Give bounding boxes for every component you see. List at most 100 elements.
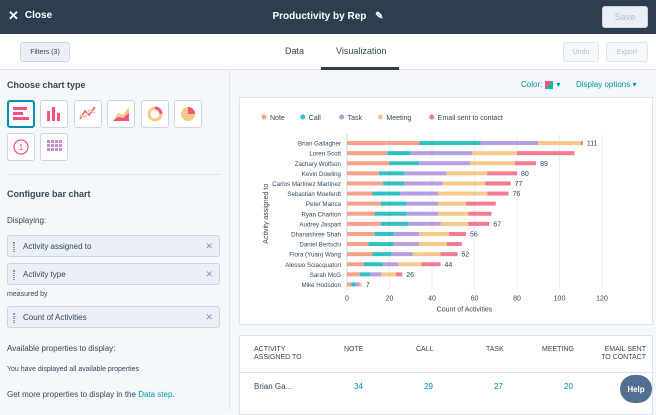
tab-visualization[interactable]: Visualization [336, 46, 387, 56]
bar-segment [347, 262, 364, 267]
area-chart-icon [113, 107, 129, 121]
bar-segment [412, 252, 441, 257]
measure-label: Count of Activities [23, 313, 87, 322]
bar-segment [381, 201, 407, 206]
bar-segment [446, 171, 488, 176]
choose-chart-type-heading: Choose chart type [7, 80, 86, 90]
close-icon: ✕ [8, 8, 19, 23]
bar-segment [406, 211, 439, 216]
bar-segment [538, 141, 581, 146]
bar-segment [347, 191, 373, 196]
chart-type-horizontal-bar[interactable] [7, 100, 35, 128]
chart-type-table[interactable] [40, 133, 68, 161]
bar-segment [440, 221, 469, 226]
bar-total-label: 7 [366, 282, 370, 289]
chart-type-area[interactable] [107, 100, 135, 128]
chart-type-pie[interactable] [174, 100, 202, 128]
tab-data[interactable]: Data [285, 46, 305, 56]
horizontal-bar-chart-icon [13, 107, 29, 120]
measure-field-count-of-activities[interactable]: Count of Activities ✕ [7, 306, 220, 328]
legend-label: Meeting [386, 115, 411, 122]
bar-segment [419, 242, 447, 247]
table-cell-task[interactable]: 27 [494, 382, 503, 391]
remove-icon[interactable]: ✕ [205, 312, 213, 322]
table-cell-meeting[interactable]: 20 [564, 382, 573, 391]
bar-segment [440, 252, 458, 257]
bar-segment [364, 262, 384, 267]
pencil-icon[interactable]: ✎ [375, 11, 384, 22]
bar-total-label: 77 [515, 181, 523, 188]
bar-segment [449, 231, 466, 236]
drag-handle-icon[interactable] [13, 242, 15, 252]
export-button[interactable]: Export [606, 42, 648, 62]
table-cell-name: Brian Ga... [254, 382, 293, 391]
help-button[interactable]: Help [620, 375, 652, 403]
bar-total-label: 76 [513, 191, 521, 198]
remove-icon[interactable]: ✕ [205, 241, 213, 251]
chart-type-kpi[interactable]: 1 [7, 133, 35, 161]
save-button[interactable]: Save [602, 6, 648, 28]
pie-chart-icon [181, 107, 195, 121]
table-cell-note[interactable]: 34 [354, 382, 363, 391]
measured-by-label: measured by [7, 291, 48, 298]
table-cell-call[interactable]: 29 [424, 382, 433, 391]
dimension-label: Activity type [23, 270, 66, 279]
close-button[interactable]: ✕ Close [8, 9, 52, 22]
table-header-email-sent[interactable]: EMAIL SENT TO CONTACT [601, 346, 646, 361]
y-tick-label: Sebastian Moeferdt [287, 191, 341, 198]
bar-segment [347, 282, 352, 287]
donut-chart-icon [147, 106, 163, 122]
vertical-bar-chart-icon [47, 107, 60, 121]
bar-segment [381, 272, 396, 277]
bar-segment [347, 221, 381, 226]
bar-segment [419, 141, 481, 146]
bar-segment [472, 151, 517, 156]
dimension-field-activity-assigned-to[interactable]: Activity assigned to ✕ [7, 235, 220, 257]
bar-segment [347, 201, 381, 206]
chart-type-vertical-bar[interactable] [40, 100, 68, 128]
bar-segment [487, 171, 517, 176]
table-header-note[interactable]: NOTE [344, 346, 364, 353]
bar-segment [395, 272, 403, 277]
y-tick-label: Alessio Sciacquatori [285, 262, 341, 269]
color-label: Color: [521, 80, 543, 89]
table-header-activity-assigned-to[interactable]: ACTIVITY ASSIGNED TO [254, 346, 302, 361]
display-options-dropdown[interactable]: Display options ▾ [576, 80, 637, 89]
data-step-link[interactable]: Data step [138, 390, 173, 399]
table-header-call[interactable]: CALL [416, 346, 434, 353]
bar-segment [468, 211, 492, 216]
table-header-task[interactable]: TASK [486, 346, 504, 353]
bar-segment [391, 252, 413, 257]
x-tick-label: 20 [386, 296, 394, 303]
bar-segment [438, 191, 488, 196]
svg-text:1: 1 [19, 143, 24, 152]
bar-segment [400, 191, 439, 196]
bar-segment [446, 242, 462, 247]
stacked-bar-chart: Note Call Task Meeting Email sent to contact… [261, 114, 608, 314]
legend-label: Task [348, 115, 363, 122]
bar-segment [374, 211, 407, 216]
dimension-label: Activity assigned to [23, 242, 92, 251]
dimension-field-activity-type[interactable]: Activity type ✕ [7, 263, 220, 285]
x-tick-label: 100 [554, 296, 566, 303]
undo-button[interactable]: Undo [563, 42, 599, 62]
color-picker[interactable]: Color: ▾ [521, 80, 560, 89]
drag-handle-icon[interactable] [13, 270, 15, 280]
drag-handle-icon[interactable] [13, 313, 15, 323]
remove-icon[interactable]: ✕ [205, 269, 213, 279]
y-tick-label: Ryan Charlton [301, 211, 341, 218]
bar-segment [351, 282, 356, 287]
bar-segment [368, 242, 394, 247]
chart-type-donut[interactable] [141, 100, 169, 128]
filters-button[interactable]: Filters (3) [20, 42, 70, 62]
bar-segment [359, 272, 371, 277]
y-tick-label: Flora (Yuan) Wang [289, 252, 341, 259]
y-tick-label: Sarah McG [310, 272, 341, 279]
displaying-label: Displaying: [7, 216, 47, 225]
table-header-meeting[interactable]: MEETING [542, 346, 574, 353]
y-tick-label: Audrey Jaspart [299, 221, 341, 228]
chart-type-line[interactable] [74, 100, 102, 128]
y-tick-label: Loren Scott [309, 151, 341, 158]
bar-segment [393, 231, 420, 236]
available-properties-heading: Available properties to display: [7, 344, 116, 353]
